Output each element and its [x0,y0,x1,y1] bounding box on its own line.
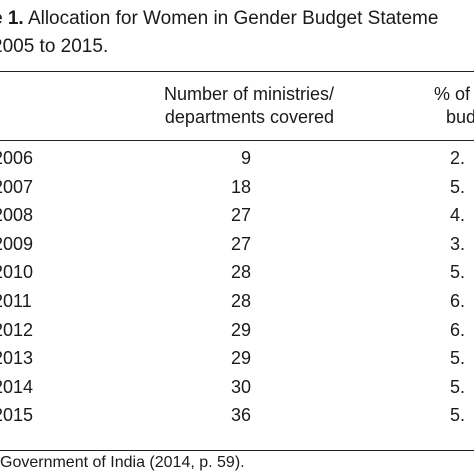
pct-cell: 4. [450,205,466,226]
year-cell: 2006 [0,148,34,168]
pct-cell: 5. [450,176,466,197]
header-pct: % of bud [434,83,474,129]
table-row: 2010 28 5. [0,258,474,287]
table-row: 2011 28 6. [0,287,474,316]
year-cell: 2012 [0,319,34,340]
count-cell: 36 [230,405,251,426]
year-cell: 2010 [0,262,34,283]
year-cell: 2008 [0,205,34,226]
pct-cell: 5. [450,376,466,397]
table-row: 2014 30 5. [0,373,474,402]
year-cell: 2015 [0,405,34,426]
bottom-rule [0,450,474,451]
header-pct-line1: % of [434,84,471,104]
year-cell: 2009 [0,233,34,254]
count-cell: 28 [230,262,251,283]
pct-cell: 5. [450,405,466,426]
pct-cell: 3. [450,233,466,254]
header-ministries-line2: departments covered [164,107,334,127]
year-cell: 2007 [0,176,34,197]
count-cell: 29 [230,319,251,340]
table-caption: e 1. Allocation for Women in Gender Budg… [0,6,438,32]
table-row: 2013 29 5. [0,344,474,373]
table-caption-line2: 2005 to 2015. [0,36,109,57]
table-row: 2008 27 4. [0,201,474,230]
header-rule [0,140,474,141]
header-pct-line2: bud [446,107,474,127]
source-note: Government of India (2014, p. 59). [0,454,245,471]
table-row: 2009 27 3. [0,230,474,259]
header-ministries-line1: Number of ministries/ [163,84,334,104]
count-cell: 27 [230,233,251,254]
year-cell: 2013 [0,348,34,369]
year-cell: 2011 [0,290,32,311]
pct-cell: 5. [450,262,466,283]
table-row: 2006 9 2. [0,144,474,173]
table-number: e 1. [0,8,24,29]
top-rule [0,71,474,72]
header-ministries: Number of ministries/ departments covere… [164,83,334,129]
count-cell: 29 [230,348,251,369]
count-cell: 18 [230,176,251,197]
pct-cell: 6. [450,290,466,311]
year-cell: 2014 [0,376,34,397]
count-cell: 30 [230,376,251,397]
table-row: 2007 18 5. [0,173,474,202]
table-body: 2006 9 2. 2007 18 5. 2008 27 4. 2009 27 … [0,144,474,430]
table-row: 2012 29 6. [0,316,474,345]
pct-cell: 6. [450,319,466,340]
count-cell: 9 [240,148,251,168]
table-title: Allocation for Women in Gender Budget St… [27,8,439,29]
table-row: 2015 36 5. [0,401,474,430]
count-cell: 27 [230,205,251,226]
pct-cell: 5. [450,348,466,369]
count-cell: 28 [230,290,251,311]
pct-cell: 2. [450,148,466,168]
